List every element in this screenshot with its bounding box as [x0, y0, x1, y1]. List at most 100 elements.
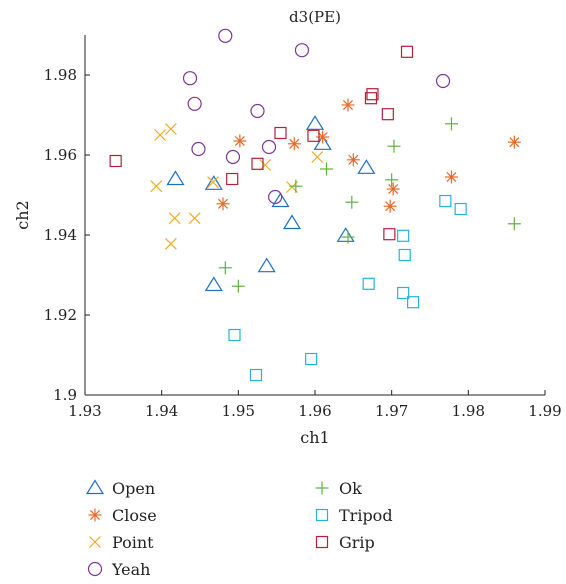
legend-label: Yeah — [111, 560, 150, 579]
series-tripod — [228, 194, 467, 382]
data-point-tripod — [305, 352, 318, 366]
series-ok — [218, 117, 521, 293]
legend-label: Close — [112, 506, 157, 525]
x-tick-label: 1.94 — [145, 402, 178, 420]
data-point-yeah — [225, 149, 241, 165]
data-point-ok — [507, 217, 521, 231]
legend: Open Close Point Yeah Ok Tripod Grip — [85, 479, 393, 579]
data-point-yeah — [182, 71, 198, 86]
legend-marker-grip — [315, 535, 329, 549]
legend-label: Grip — [339, 533, 375, 552]
data-point-ok — [387, 139, 401, 153]
legend-label: Ok — [339, 479, 362, 498]
legend-label: Point — [112, 533, 154, 552]
legend-label: Tripod — [339, 506, 393, 525]
legend-marker-point — [89, 536, 101, 548]
x-axis-label: ch1 — [300, 428, 329, 447]
legend-marker-close — [88, 508, 102, 522]
data-point-yeah — [250, 103, 265, 119]
y-tick-label: 1.98 — [44, 66, 77, 84]
data-point-ok — [444, 117, 458, 131]
data-point-yeah — [261, 139, 277, 155]
data-point-ok — [345, 195, 359, 209]
series-close — [216, 98, 521, 213]
data-point-ok — [231, 279, 245, 293]
series-open — [166, 115, 376, 292]
y-tick-label: 1.94 — [44, 226, 77, 244]
series-yeah — [182, 28, 451, 205]
x-tick-label: 1.98 — [452, 402, 485, 420]
data-point-tripod — [397, 286, 410, 300]
data-point-close — [383, 199, 397, 213]
data-point-close — [216, 197, 230, 211]
series-grip — [109, 45, 414, 241]
data-point-yeah — [268, 189, 283, 205]
legend-item-close: Close — [88, 506, 157, 525]
data-point-yeah — [187, 96, 202, 111]
data-point-open — [305, 115, 325, 130]
x-axis: 1.93 1.94 1.95 1.96 1.97 1.98 1.99 — [68, 390, 562, 420]
y-axis: 1.9 1.92 1.94 1.96 1.98 — [44, 66, 90, 404]
data-point-close — [346, 153, 360, 167]
data-point-close — [386, 182, 400, 196]
data-point-grip — [366, 88, 379, 101]
data-point-tripod — [407, 296, 420, 309]
data-point-tripod — [228, 328, 241, 342]
data-point-close — [316, 130, 330, 144]
data-point-tripod — [249, 368, 263, 382]
data-point-tripod — [439, 194, 452, 208]
data-point-tripod — [454, 202, 467, 216]
chart-title: d3(PE) — [289, 8, 341, 26]
data-point-ok — [289, 179, 303, 193]
data-point-grip — [364, 92, 378, 105]
data-point-close — [287, 137, 301, 151]
data-point-yeah — [435, 73, 451, 89]
data-point-yeah — [191, 141, 206, 157]
data-point-close — [507, 135, 521, 149]
data-point-grip — [381, 108, 394, 121]
legend-marker-ok — [315, 481, 329, 495]
data-point-grip — [226, 172, 239, 186]
legend-item-open: Open — [85, 479, 155, 498]
legend-marker-yeah — [87, 561, 103, 577]
x-tick-label: 1.93 — [68, 402, 101, 420]
data-point-ok — [341, 230, 355, 244]
data-point-grip — [383, 228, 396, 241]
y-tick-label: 1.92 — [44, 306, 77, 324]
legend-item-grip: Grip — [315, 533, 375, 552]
legend-item-tripod: Tripod — [315, 506, 393, 525]
data-point-ok — [218, 261, 232, 275]
legend-item-yeah: Yeah — [87, 560, 150, 579]
data-point-point — [164, 237, 177, 250]
data-point-grip — [307, 129, 320, 142]
x-tick-label: 1.96 — [298, 402, 331, 420]
legend-marker-tripod — [315, 508, 329, 522]
data-point-point — [150, 180, 163, 193]
data-point-open — [204, 175, 223, 190]
x-tick-label: 1.99 — [528, 402, 561, 420]
data-point-point — [164, 123, 177, 135]
data-point-tripod — [398, 248, 411, 262]
legend-item-point: Point — [89, 533, 154, 552]
data-point-point — [207, 176, 219, 189]
data-point-grip — [274, 126, 287, 140]
data-point-open — [257, 257, 276, 273]
data-point-point — [259, 159, 272, 171]
x-tick-label: 1.97 — [375, 402, 408, 420]
data-point-yeah — [294, 43, 310, 58]
data-point-close — [444, 170, 458, 184]
data-point-open — [166, 170, 185, 186]
data-point-open — [357, 159, 376, 174]
data-point-point — [188, 212, 201, 225]
data-point-point — [311, 151, 324, 163]
data-point-ok — [385, 173, 399, 187]
data-point-open — [336, 227, 355, 242]
data-point-tripod — [362, 277, 375, 290]
y-axis-label: ch2 — [13, 200, 32, 229]
legend-label: Open — [112, 479, 155, 498]
data-point-tripod — [397, 229, 410, 242]
y-tick-label: 1.9 — [53, 386, 77, 404]
data-points — [109, 28, 521, 382]
data-point-open — [282, 214, 302, 230]
